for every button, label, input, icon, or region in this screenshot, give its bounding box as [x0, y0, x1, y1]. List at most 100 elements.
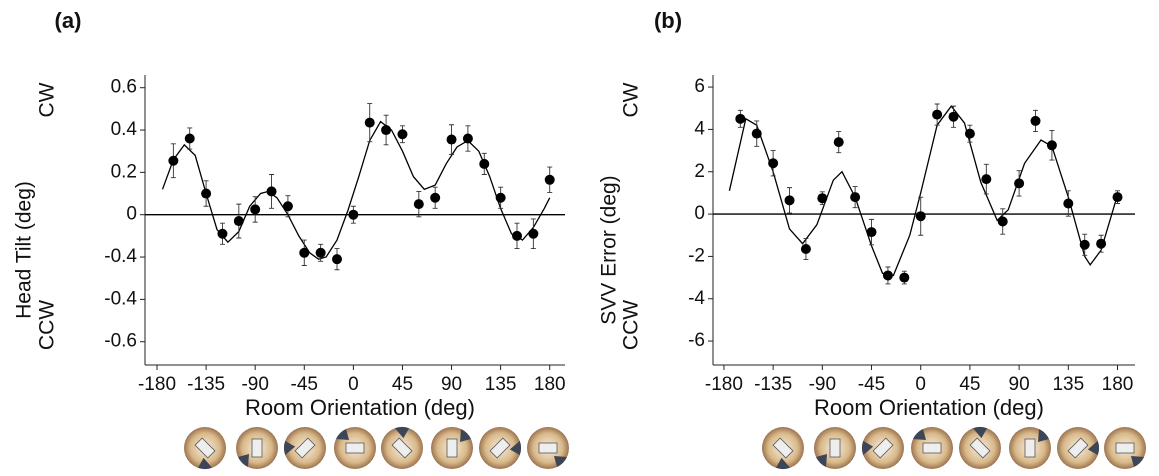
x-tick-label: 0 [348, 374, 359, 395]
room-sign [1115, 442, 1135, 454]
data-point [882, 270, 893, 281]
room-wall [1087, 440, 1100, 456]
data-point [735, 113, 746, 124]
room-thumbnail [184, 427, 226, 470]
x-tick-label: -45 [291, 374, 318, 395]
y-bottom-label: CCW [36, 300, 59, 350]
data-point [315, 247, 326, 258]
data-point [997, 216, 1008, 227]
x-tick-label: 180 [534, 374, 566, 395]
data-point [866, 227, 877, 238]
room-thumbnail [911, 427, 953, 469]
data-point [850, 192, 861, 203]
room-wall [816, 454, 827, 467]
data-point [544, 174, 555, 185]
x-tick-label: 0 [915, 374, 926, 395]
x-tick-label: -135 [187, 374, 225, 395]
x-axis-title: Room Orientation (deg) [814, 395, 1044, 420]
y-tick-label: 0.6 [111, 77, 137, 98]
data-point [364, 117, 375, 128]
room-sign [1024, 438, 1036, 458]
y-tick-label: 0.4 [111, 119, 138, 140]
data-point [1112, 192, 1123, 203]
data-point [948, 111, 959, 122]
room-sign [489, 437, 511, 459]
room-sign [829, 438, 841, 458]
data-point [915, 211, 926, 222]
room-sign [872, 437, 894, 459]
data-point [817, 193, 828, 204]
room-thumbnail [814, 427, 856, 469]
room-sign [294, 437, 316, 459]
room-thumbnail [236, 427, 278, 469]
room-sign [251, 438, 263, 458]
room-thumbnail [1009, 427, 1051, 469]
data-point [282, 201, 293, 212]
data-point [495, 192, 506, 203]
panel-label: (b) [654, 8, 682, 33]
room-wall [1131, 456, 1144, 467]
room-wall [861, 440, 874, 456]
data-point [1079, 239, 1090, 250]
room-wall [1038, 429, 1049, 442]
y-bottom-label: CCW [620, 300, 643, 350]
y-tick-label: -2 [688, 245, 705, 266]
y-tick-label: -4 [688, 288, 705, 309]
panel: (a) -0.6 -0.4 -0.4 0 0.2 0.4 0.6 -180 -135 -90 -45 0… [13, 8, 569, 470]
room-sign [1067, 437, 1089, 459]
x-tick-label: -90 [241, 374, 268, 395]
data-point [184, 133, 195, 144]
y-tick-label: -0.4 [104, 288, 137, 309]
x-tick-label: -135 [754, 374, 792, 395]
panel-label: (a) [55, 8, 82, 33]
y-tick-label: 0 [126, 204, 137, 225]
data-point [446, 134, 457, 145]
y-tick-label: 0.2 [111, 161, 137, 182]
y-axis-title: SVV Error (deg) [598, 175, 621, 324]
data-point [332, 254, 342, 265]
data-point [462, 133, 473, 144]
y-tick-label: -0.4 [104, 246, 137, 267]
data-point [217, 228, 228, 239]
data-point [348, 209, 359, 220]
room-thumbnail [1057, 427, 1100, 469]
room-thumbnail [959, 426, 1001, 469]
room-thumbnail [431, 427, 473, 469]
room-wall [394, 426, 410, 439]
room-sign [391, 437, 413, 459]
fit-curve [161, 120, 551, 260]
room-wall [554, 456, 567, 467]
data-point [784, 195, 795, 206]
data-point [381, 125, 392, 136]
y-top-label: CW [620, 82, 643, 117]
y-tick-label: 6 [694, 76, 705, 97]
room-wall [460, 429, 471, 442]
data-point [751, 128, 762, 139]
x-tick-label: -180 [705, 374, 743, 395]
data-point [932, 109, 943, 120]
y-top-label: CW [36, 82, 59, 117]
data-point [1063, 198, 1074, 209]
room-thumbnail [334, 427, 376, 469]
data-point [528, 228, 539, 239]
data-point [413, 199, 424, 210]
data-point [964, 128, 975, 139]
data-point [899, 272, 910, 283]
x-tick-label: -45 [858, 374, 885, 395]
data-point [1014, 178, 1025, 189]
room-wall [336, 429, 349, 440]
y-tick-label: -0.6 [104, 331, 137, 352]
panel: (b) -6 -4 -2 0 2 4 6 -180 -135 -90 -45 0 45 90 135 180 SV… [598, 8, 1146, 470]
data-point [233, 216, 244, 227]
data-point [1096, 238, 1107, 249]
x-tick-label: 90 [441, 374, 462, 395]
x-tick-label: 90 [1009, 374, 1030, 395]
room-thumbnail [283, 427, 326, 469]
data-point [768, 158, 779, 169]
x-tick-label: 45 [959, 374, 980, 395]
data-point [201, 188, 212, 199]
data-point [266, 186, 277, 197]
room-sign [446, 438, 458, 458]
